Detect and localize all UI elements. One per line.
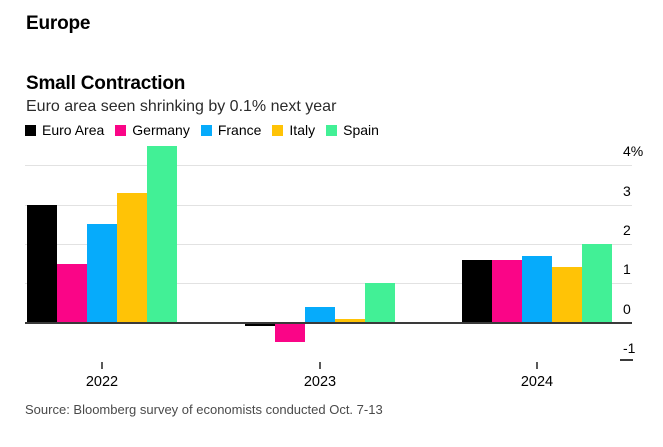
y-axis-label-3: 3 bbox=[623, 182, 631, 199]
y-axis-label-1: 1 bbox=[623, 261, 631, 278]
chart-title: Small Contraction bbox=[26, 73, 186, 94]
bar-germany-2023 bbox=[275, 322, 305, 343]
legend-swatch-icon bbox=[200, 125, 212, 136]
legend-label: Spain bbox=[343, 122, 379, 138]
legend-item-italy: Italy bbox=[272, 123, 315, 138]
bar-euro-area-2024 bbox=[462, 259, 492, 323]
legend-swatch-icon bbox=[326, 125, 338, 136]
source-note: Source: Bloomberg survey of economists c… bbox=[25, 402, 383, 417]
legend-item-germany: Germany bbox=[115, 123, 190, 138]
gridline-2 bbox=[25, 243, 632, 245]
legend-item-spain: Spain bbox=[326, 123, 379, 138]
bar-germany-2024 bbox=[492, 259, 522, 323]
bar-spain-2024 bbox=[582, 243, 612, 323]
chart-subtitle: Euro area seen shrinking by 0.1% next ye… bbox=[26, 98, 337, 115]
x-axis-label-2024: 2024 bbox=[520, 374, 554, 390]
bar-italy-2022 bbox=[117, 192, 147, 323]
bar-italy-2023 bbox=[335, 318, 365, 323]
y-axis-label-4pct: 4% bbox=[623, 143, 644, 160]
legend-label: Germany bbox=[132, 122, 190, 138]
x-axis-label-2022: 2022 bbox=[85, 374, 119, 390]
legend-item-euro-area: Euro Area bbox=[25, 123, 104, 138]
legend-label: France bbox=[217, 122, 262, 138]
bar-spain-2022 bbox=[147, 145, 177, 323]
bar-germany-2022 bbox=[57, 263, 87, 323]
gridline-3 bbox=[25, 204, 632, 206]
legend-item-france: France bbox=[200, 122, 262, 138]
legend-swatch-icon bbox=[25, 125, 36, 136]
bar-spain-2023 bbox=[365, 283, 395, 323]
y-axis-label-2: 2 bbox=[623, 221, 631, 238]
legend-label: Italy bbox=[289, 122, 316, 138]
bar-france-2024 bbox=[522, 255, 552, 323]
bar-euro-area-2022 bbox=[27, 204, 57, 323]
bar-euro-area-2023 bbox=[245, 322, 275, 327]
bar-italy-2024 bbox=[552, 267, 582, 323]
bar-france-2023 bbox=[305, 306, 335, 323]
legend: Euro Area Germany France Italy Spain bbox=[25, 123, 379, 138]
legend-label: Euro Area bbox=[42, 122, 105, 138]
minus-one-tick bbox=[620, 358, 633, 361]
kicker-title: Europe bbox=[26, 13, 91, 34]
x-axis-label-2023: 2023 bbox=[303, 374, 337, 390]
gridline-1 bbox=[25, 283, 632, 285]
x-axis-tick-2024 bbox=[536, 362, 538, 369]
x-axis-tick-2022 bbox=[101, 362, 103, 369]
legend-swatch-icon bbox=[115, 125, 127, 136]
x-axis-line bbox=[25, 321, 632, 324]
legend-swatch-icon bbox=[272, 125, 284, 136]
bar-france-2022 bbox=[87, 224, 117, 323]
x-axis-tick-2023 bbox=[319, 362, 321, 369]
y-axis-label-0: 0 bbox=[623, 300, 631, 317]
gridline-4 bbox=[25, 165, 632, 167]
y-axis-label-minus1: -1 bbox=[623, 339, 636, 356]
